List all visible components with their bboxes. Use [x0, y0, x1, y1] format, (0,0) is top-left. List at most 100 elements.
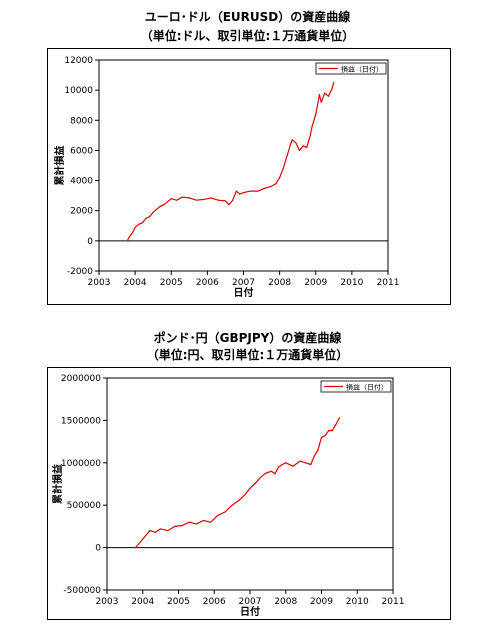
chart1-data-point [286, 155, 288, 158]
chart1-data-point [163, 204, 165, 206]
chart2-x-tick-label: 2006 [203, 597, 226, 607]
chart1-data-point [134, 226, 136, 228]
chart2-data-point [274, 473, 276, 475]
chart1-data-point [203, 198, 205, 201]
chart2-data-point [217, 514, 219, 516]
chart1-data-point [195, 199, 198, 201]
chart2-y-axis-label: 累計損益 [51, 464, 64, 504]
chart1-y-tick-label: 12000 [64, 56, 93, 66]
chart1-y-tick-label: -2000 [67, 267, 93, 277]
chart1-x-tick-label: 2006 [196, 278, 219, 288]
chart2-data-point [231, 504, 233, 506]
chart1-y-tick-label: 8000 [70, 116, 93, 126]
chart2-y-tick-label: 1500000 [61, 416, 101, 426]
chart1-data-point [269, 186, 272, 188]
chart2-data-point [149, 530, 151, 532]
chart2-x-tick-label: 2008 [274, 597, 297, 607]
chart2-data-point [135, 547, 137, 549]
chart2-x-tick-label: 2009 [310, 597, 333, 607]
chart1-series-line [126, 82, 335, 242]
chart2-data-point [145, 534, 147, 536]
chart2-data-point [142, 538, 144, 540]
chart1-data-point [282, 167, 284, 170]
chart1-data-point [257, 190, 259, 192]
chart2-data-point [210, 521, 212, 523]
chart2-y-tick-label: 500000 [67, 501, 102, 511]
chart2-data-point [188, 521, 190, 523]
chart1-data-point [217, 199, 219, 201]
chart1-data-point [170, 198, 172, 200]
chart2-data-point [195, 523, 197, 525]
chart1-data-point [291, 139, 293, 141]
chart2-data-point [320, 436, 323, 438]
chart1-data-point [250, 190, 252, 192]
chart1-data-point [239, 193, 241, 195]
chart1-data-point [315, 113, 317, 115]
chart1-data-point [126, 240, 128, 242]
chart2-data-point [292, 465, 294, 467]
chart2-data-point [313, 455, 315, 457]
chart1-data-point [324, 92, 326, 94]
chart1-x-tick-label: 2009 [304, 278, 327, 288]
chart2-x-axis-label: 日付 [240, 605, 260, 618]
chart1-data-point [228, 204, 230, 206]
chart1-data-point [141, 222, 143, 224]
chart2-svg: -500000 0 500000 1000000 1500000 2000000 2003 2… [51, 374, 404, 618]
chart1-data-point [167, 201, 169, 203]
chart2-data-point [310, 463, 312, 466]
chart2-x-tick-label: 2007 [239, 597, 262, 607]
chart2-data-point [265, 472, 267, 474]
chart2-data-point [202, 519, 205, 522]
chart1-data-point [129, 235, 131, 237]
chart1-x-axis-label: 日付 [234, 286, 254, 299]
chart1-data-point [318, 94, 320, 96]
chart1-x-tick-label: 2011 [377, 278, 400, 288]
chart1-title: ユーロ･ドル（EURUSD）の資産曲線 [144, 10, 351, 24]
chart2-x-tick-label: 2010 [346, 597, 369, 607]
chart2-plot-area [106, 377, 394, 591]
chart1-data-point [138, 223, 140, 225]
chart1-data-point [148, 216, 151, 218]
chart1-x-tick-label: 2008 [268, 278, 291, 288]
chart2-data-point [160, 528, 162, 530]
chart1-data-point [224, 200, 227, 202]
chart1-x-tick-label: 2003 [88, 278, 111, 288]
chart2-data-point [278, 466, 280, 468]
chart2-data-point [244, 494, 246, 496]
chart1-data-point [156, 208, 158, 210]
chart2-y-tick-label: 2000000 [61, 374, 101, 384]
chart1-data-point [145, 217, 147, 219]
chart1-data-point [298, 149, 301, 152]
chart1-y-axis-label: 累計損益 [53, 146, 66, 186]
chart2-data-point [299, 460, 301, 462]
chart2-data-point [167, 530, 169, 532]
chart1-y-tick-label: 2000 [70, 207, 93, 217]
chart1-data-point [331, 88, 333, 90]
chart1-legend-label: 損益（日付） [341, 65, 383, 74]
chart1-data-point [210, 197, 212, 199]
chart2-title: ポンド･円（GBPJPY）の資産曲線 [153, 331, 342, 345]
chart2-data-point [249, 487, 251, 489]
chart2-data-point [238, 499, 240, 501]
chart1-data-point [188, 197, 190, 199]
chart2-data-point [285, 462, 287, 464]
chart2-y-tick-label: 0 [95, 544, 101, 554]
chart1-data-point [131, 232, 133, 234]
chart2-data-point [328, 429, 330, 432]
chart1-data-point [311, 125, 313, 127]
chart2-x-tick-label: 2005 [167, 597, 190, 607]
chart2-data-point [270, 470, 273, 472]
chart2-y-tick-label: -500000 [63, 586, 101, 596]
chart2-legend-box [320, 380, 392, 393]
chart2-x-tick-label: 2003 [96, 597, 119, 607]
chart1-frame: -2000 0 2000 4000 6000 8000 10000 12000 2003 2004… [47, 48, 451, 305]
chart2-legend-label: 損益（日付） [346, 383, 388, 392]
chart2-data-point [224, 511, 226, 513]
chart2-data-point [331, 429, 333, 432]
chart1-data-point [235, 190, 237, 192]
chart2-data-point [338, 417, 340, 419]
chart2-data-point [260, 476, 262, 478]
chart1-data-point [232, 199, 234, 201]
chart1-x-tick-label: 2005 [160, 278, 183, 288]
chart1-data-point [289, 143, 292, 145]
